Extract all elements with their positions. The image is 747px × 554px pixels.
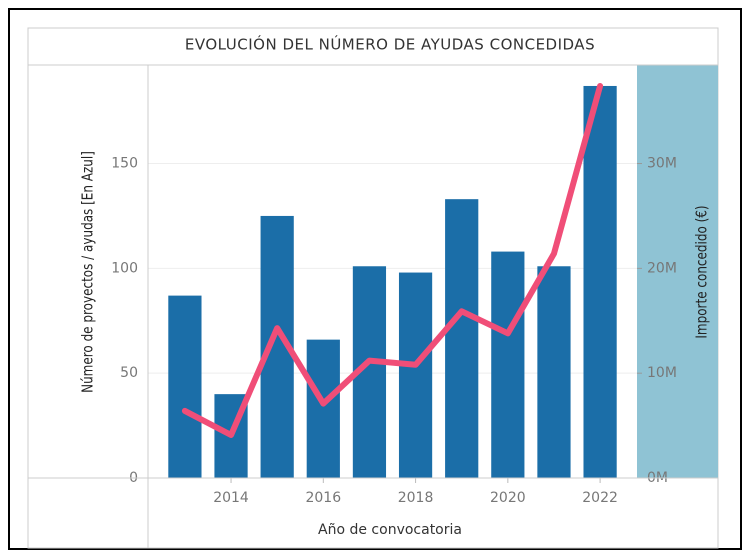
y2-band xyxy=(637,65,718,478)
x-tick-label: 2018 xyxy=(398,490,434,506)
y-tick-label: 150 xyxy=(111,156,138,172)
bar xyxy=(306,339,340,478)
bar xyxy=(583,85,617,478)
x-tick-label: 2020 xyxy=(490,490,526,506)
bar xyxy=(398,272,433,478)
y2-axis-title: Importe concedido (€) xyxy=(693,205,711,338)
x-axis-title: Año de convocatoria xyxy=(318,522,462,538)
y2-tick-label: 10M xyxy=(647,365,677,381)
bar xyxy=(491,251,525,478)
x-tick-label: 2022 xyxy=(582,490,618,506)
bar xyxy=(537,266,571,478)
y-tick-label: 100 xyxy=(111,260,138,276)
bar xyxy=(168,295,202,478)
y-axis-title: Número de proyectos / ayudas [En Azul] xyxy=(79,151,97,393)
line xyxy=(181,82,604,439)
y-tick-label: 50 xyxy=(120,365,138,381)
y2-tick-label: 30M xyxy=(647,156,677,172)
x-tick-label: 2016 xyxy=(305,490,341,506)
chart-title: EVOLUCIÓN DEL NÚMERO DE AYUDAS CONCEDIDA… xyxy=(185,35,595,54)
bar xyxy=(445,199,479,478)
y2-tick-label: 20M xyxy=(647,260,677,276)
x-tick-label: 2014 xyxy=(213,490,249,506)
